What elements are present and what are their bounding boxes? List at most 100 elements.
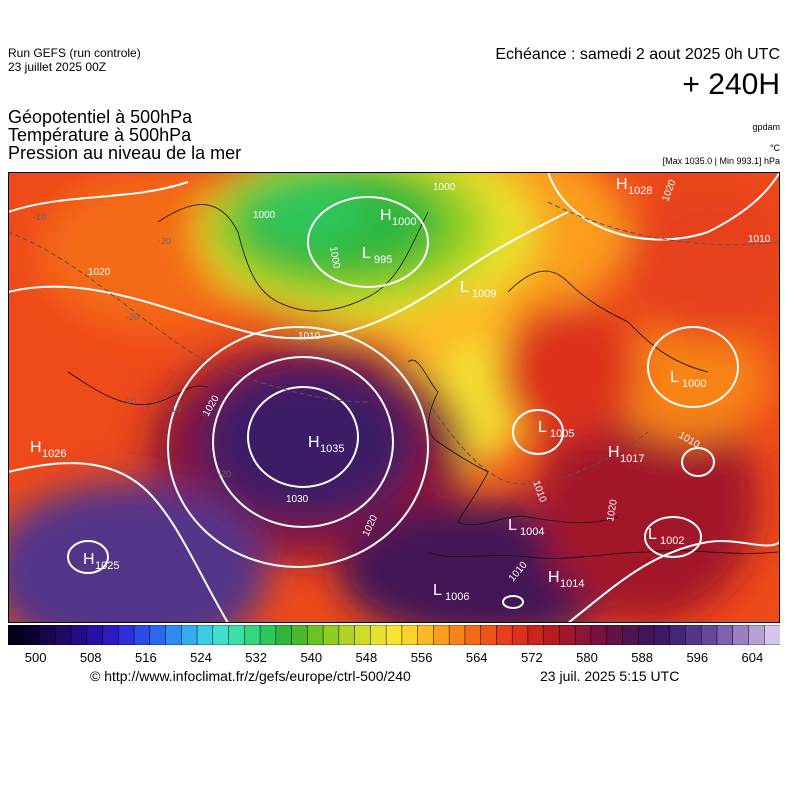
pressure-center: H 1017 bbox=[608, 444, 644, 465]
colorbar-swatch bbox=[338, 625, 356, 645]
svg-text:995: 995 bbox=[374, 254, 392, 266]
colorbar-swatch bbox=[102, 625, 120, 645]
pressure-center: H 1026 bbox=[30, 439, 66, 460]
colorbar-swatch bbox=[732, 625, 750, 645]
colorbar-swatch bbox=[23, 625, 41, 645]
svg-text:H: H bbox=[616, 176, 628, 193]
colorbar-swatch bbox=[763, 625, 780, 645]
colorbar-swatch bbox=[354, 625, 372, 645]
colorbar-tick-label: 596 bbox=[686, 650, 709, 665]
colorbar-tick-label: 604 bbox=[741, 650, 764, 665]
colorbar-swatch bbox=[653, 625, 671, 645]
run-info: Run GEFS (run controle) 23 juillet 2025 … bbox=[8, 46, 141, 74]
pressure-center: L 1000 bbox=[670, 369, 706, 390]
svg-text:H: H bbox=[380, 207, 392, 224]
svg-text:L: L bbox=[670, 369, 679, 386]
colorbar-tick-label: 572 bbox=[521, 650, 543, 665]
pressure-center-labels: H 1028 H 1000 L 995 L 1009 L 1000 H 1035 H 1026… bbox=[30, 176, 706, 603]
colorbar-swatch bbox=[181, 625, 198, 645]
svg-text:1002: 1002 bbox=[660, 535, 684, 547]
colorbar-tick-label: 588 bbox=[631, 650, 653, 665]
pressure-center: H 1000 bbox=[380, 207, 416, 228]
temp-label: -20 bbox=[126, 312, 139, 322]
colorbar-swatch bbox=[244, 625, 261, 645]
pressure-center: L 1004 bbox=[508, 517, 544, 538]
temp-label: -20 bbox=[123, 396, 136, 406]
colorbar-swatch bbox=[401, 625, 419, 645]
forecast-hour: + 240H bbox=[682, 68, 780, 101]
colorbar-swatch bbox=[748, 625, 765, 645]
run-model-label: Run GEFS (run controle) bbox=[8, 46, 141, 60]
colorbar-swatch bbox=[259, 625, 277, 645]
colorbar-swatch bbox=[559, 625, 576, 645]
colorbar-swatch bbox=[496, 625, 513, 645]
colorbar-tick-label: 532 bbox=[245, 650, 267, 665]
colorbar-swatch bbox=[370, 625, 387, 645]
colorbar-swatch bbox=[480, 625, 498, 645]
colorbar-swatch bbox=[385, 625, 403, 645]
temperature-isotherms bbox=[8, 201, 780, 485]
source-url: © http://www.infoclimat.fr/z/gefs/europe… bbox=[90, 668, 411, 684]
unit-gpdam: gpdam bbox=[752, 122, 780, 132]
colorbar-swatch bbox=[622, 625, 639, 645]
colorbar-swatch bbox=[511, 625, 529, 645]
colorbar-swatch bbox=[55, 625, 72, 645]
svg-text:1004: 1004 bbox=[520, 526, 544, 538]
svg-text:H: H bbox=[548, 569, 560, 586]
colorbar-swatch bbox=[527, 625, 545, 645]
svg-text:1000: 1000 bbox=[682, 378, 706, 390]
svg-text:1017: 1017 bbox=[620, 453, 644, 465]
pressure-center: H 1028 bbox=[616, 176, 652, 197]
colorbar-swatch bbox=[637, 625, 655, 645]
pressure-center: L 1002 bbox=[648, 526, 684, 547]
isobar-label: 1010 bbox=[298, 331, 321, 342]
svg-text:H: H bbox=[30, 439, 42, 456]
colorbar-swatch bbox=[574, 625, 592, 645]
svg-text:1014: 1014 bbox=[560, 578, 584, 590]
pressure-center: H 1035 bbox=[308, 434, 344, 455]
forecast-valid-time: Echéance : samedi 2 aout 2025 0h UTC bbox=[495, 46, 780, 63]
colorbar-swatch bbox=[291, 625, 309, 645]
isobar-label: 1020 bbox=[605, 498, 620, 522]
colorbar-tick-label: 580 bbox=[576, 650, 598, 665]
colorbar-swatch bbox=[165, 625, 183, 645]
svg-text:1005: 1005 bbox=[550, 428, 574, 440]
colorbar-tick-label: 516 bbox=[135, 650, 157, 665]
colorbar-tick-label: 564 bbox=[465, 650, 488, 665]
colorbar-swatch bbox=[700, 625, 718, 645]
colorbar-swatch bbox=[685, 625, 702, 645]
generated-timestamp: 23 juil. 2025 5:15 UTC bbox=[540, 668, 680, 684]
svg-text:L: L bbox=[508, 517, 517, 534]
svg-text:H: H bbox=[308, 434, 320, 451]
svg-text:L: L bbox=[460, 279, 469, 296]
svg-text:H: H bbox=[83, 551, 95, 568]
svg-text:L: L bbox=[538, 419, 547, 436]
temp-label: -20 bbox=[218, 469, 231, 479]
param-mslp: Pression au niveau de la mer bbox=[8, 143, 242, 163]
isobar-label: 1000 bbox=[433, 182, 456, 193]
coastlines bbox=[67, 204, 779, 559]
colorbar-tick-label: 508 bbox=[79, 650, 102, 665]
colorbar-swatch bbox=[716, 625, 734, 645]
colorbar-swatch bbox=[212, 625, 230, 645]
colorbar-swatch bbox=[39, 625, 57, 645]
svg-text:L: L bbox=[648, 526, 657, 543]
temp-label: -10 bbox=[33, 212, 46, 222]
colorbar-ticks: 500 508 516 524 532 540 548 556 564 572 580 588 596 6… bbox=[8, 650, 780, 666]
svg-text:H: H bbox=[608, 444, 620, 461]
colorbar-tick-label: 548 bbox=[355, 650, 378, 665]
colorbar-swatch bbox=[70, 625, 88, 645]
svg-text:L: L bbox=[433, 582, 442, 599]
colorbar-swatch bbox=[448, 625, 466, 645]
svg-text:1006: 1006 bbox=[445, 591, 469, 603]
colorbar-swatch bbox=[543, 625, 561, 645]
colorbar-swatch bbox=[464, 625, 482, 645]
colorbar-swatch bbox=[669, 625, 687, 645]
colorbar-swatch bbox=[590, 625, 608, 645]
colorbar-tick-label: 524 bbox=[190, 650, 212, 665]
colorbar-tick-label: 556 bbox=[410, 650, 433, 665]
svg-text:1025: 1025 bbox=[95, 560, 119, 572]
colorbar bbox=[8, 625, 780, 645]
temp-label: -10 bbox=[168, 404, 181, 414]
colorbar-swatch bbox=[433, 625, 450, 645]
